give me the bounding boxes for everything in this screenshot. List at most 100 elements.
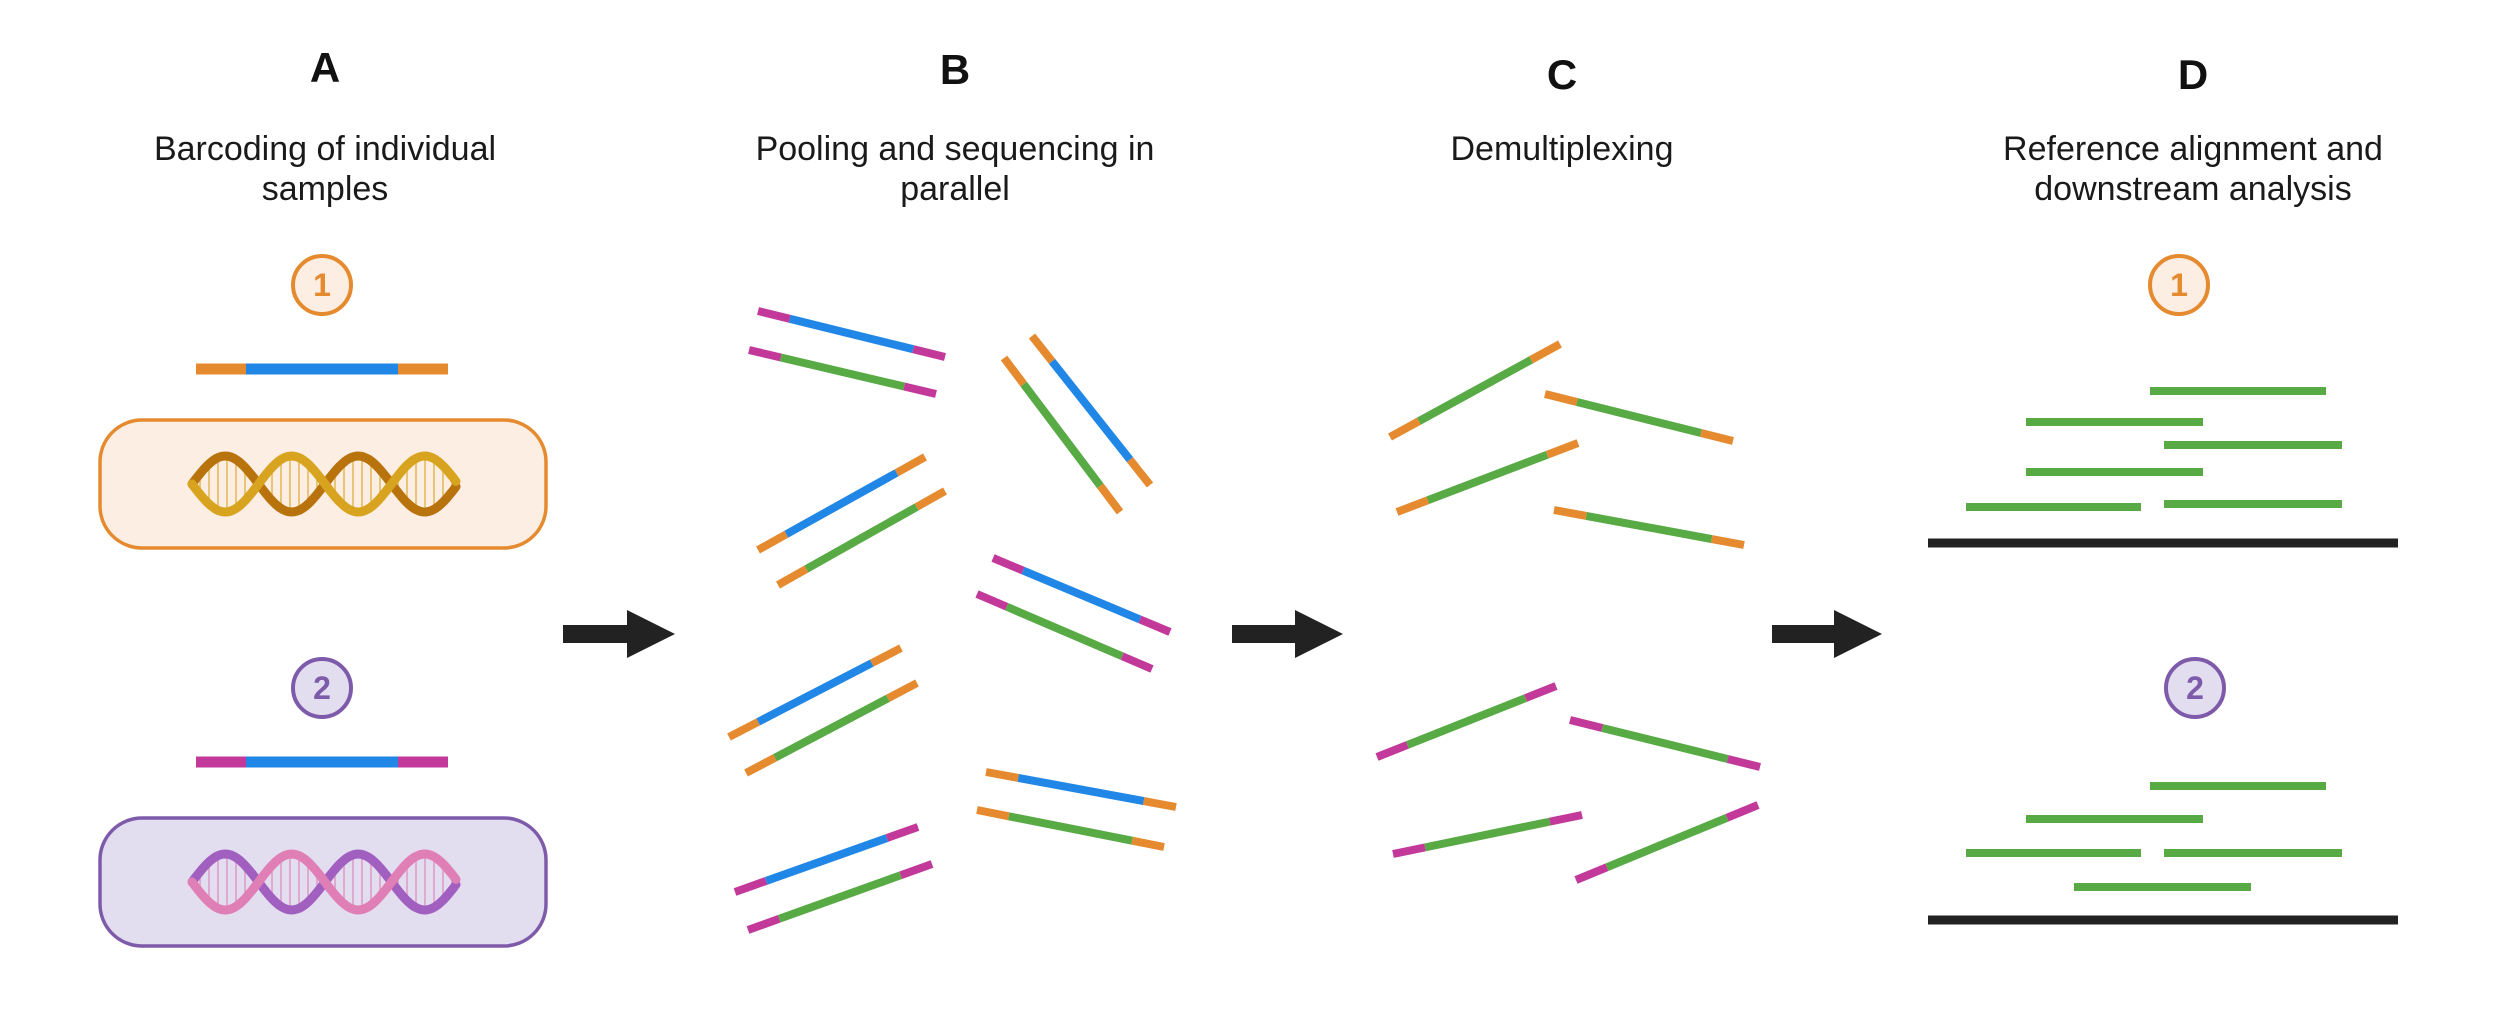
barcode-segment <box>899 860 934 879</box>
barcode-segment <box>1553 506 1588 520</box>
insert-segment <box>777 871 903 923</box>
barcode-segment <box>912 345 946 361</box>
sequence-read <box>756 453 927 554</box>
badge-circle <box>2164 657 2226 719</box>
insert-segment <box>784 469 899 538</box>
barcode-segment <box>776 565 809 589</box>
barcode-segment <box>1395 496 1430 516</box>
insert-segment <box>779 353 906 391</box>
sequence-read <box>757 307 946 361</box>
dna-helix-icon <box>187 849 461 915</box>
panel-caption-line: Barcoding of individual <box>154 130 496 168</box>
sample-number: 2 <box>2186 670 2204 706</box>
insert-segment <box>1005 603 1124 660</box>
barcode-segment <box>727 718 761 741</box>
right-arrow-icon <box>563 610 675 658</box>
alignment-group-1 <box>1928 387 2398 548</box>
alignment-group-2 <box>1928 782 2398 925</box>
barcode-segment <box>1569 716 1604 732</box>
panel-caption-line: Reference alignment and <box>2003 130 2383 168</box>
insert-segment <box>1601 724 1729 763</box>
insert-segment <box>1424 817 1551 852</box>
sample-number: 1 <box>313 267 331 303</box>
barcode-segment <box>1725 801 1760 822</box>
sequence-read <box>1574 801 1760 884</box>
sequence-read <box>1388 340 1562 441</box>
sample-number: 1 <box>2170 267 2188 303</box>
sequence-read <box>744 679 919 777</box>
barcode-segment <box>886 679 919 702</box>
barcode-segment <box>914 487 947 511</box>
barcode-segment <box>976 806 1010 821</box>
sequence-read <box>776 487 947 589</box>
panel-caption-line: samples <box>262 170 389 208</box>
barcode-segment <box>1388 417 1421 441</box>
barcode-segment <box>748 346 782 362</box>
panel-c-demultiplexed-reads <box>1375 340 1761 884</box>
sequence-read <box>1395 439 1580 516</box>
sample-2-badge: 2 <box>291 657 353 719</box>
helix-strand <box>187 451 461 517</box>
insert-segment <box>1017 774 1145 805</box>
barcode-segment <box>869 644 903 667</box>
process-arrows <box>563 610 1882 658</box>
barcode-segment <box>1529 340 1562 364</box>
sequence-read <box>1392 811 1583 858</box>
insert-segment <box>773 694 890 762</box>
panel-caption-line: Pooling and sequencing in <box>756 130 1155 168</box>
panel-caption-line: downstream analysis <box>2034 170 2351 208</box>
sequence-read <box>748 346 937 398</box>
barcode-segment <box>1726 755 1761 771</box>
sequence-read <box>1569 716 1761 771</box>
dna-helix-icon <box>187 451 461 517</box>
sequence-read <box>985 768 1177 811</box>
badge-circle <box>291 657 353 719</box>
barcode-segment <box>756 530 789 554</box>
insert-segment <box>788 314 915 354</box>
sample-number: 2 <box>313 670 331 706</box>
sample-2-badge: 2 <box>2164 657 2226 719</box>
barcode-segment <box>1028 333 1056 364</box>
sequence-read <box>1028 333 1154 488</box>
insert-segment <box>1426 450 1549 505</box>
insert-segment <box>1020 381 1104 489</box>
barcode-segment <box>975 590 1009 611</box>
sequence-read <box>727 644 903 741</box>
sample-1-badge: 1 <box>2148 254 2210 316</box>
barcode-segment <box>746 915 781 934</box>
right-arrow-icon <box>1772 610 1882 658</box>
barcode-segment <box>1000 355 1027 387</box>
insert-segment <box>756 659 874 726</box>
barcode-segment <box>885 823 920 842</box>
sequence-read <box>1375 682 1558 761</box>
barcode-segment <box>1574 863 1609 884</box>
barcode-segment <box>1131 836 1165 851</box>
barcode-segment <box>903 382 937 398</box>
sample-1-container <box>98 418 548 550</box>
panel-caption-line: parallel <box>900 170 1010 208</box>
panel-caption-line: Demultiplexing <box>1451 130 1674 168</box>
barcode-segment <box>1142 797 1177 811</box>
sample-1-badge: 1 <box>291 254 353 316</box>
barcode-segment <box>744 754 777 777</box>
badge-circle <box>291 254 353 316</box>
insert-segment <box>1021 566 1142 624</box>
sequence-read <box>1544 390 1734 445</box>
sequence-read <box>746 860 934 934</box>
barcode-segment <box>1700 429 1734 445</box>
barcode-segment <box>1138 615 1172 636</box>
insert-segment <box>1605 814 1729 871</box>
sequence-read <box>1000 355 1124 515</box>
panel-a-barcoding: 12 <box>98 254 548 948</box>
panel-letter-b: B <box>940 46 970 93</box>
barcode-segment <box>757 307 791 323</box>
barcode-segment <box>1524 682 1558 702</box>
insert-segment <box>1008 812 1133 845</box>
barcode-segment <box>1392 843 1426 858</box>
insert-segment <box>1585 512 1713 543</box>
right-arrow-icon <box>1232 610 1343 658</box>
panel-d-alignment: 12 <box>1928 254 2398 925</box>
barcode-segment <box>1097 483 1124 515</box>
barcode-segment <box>985 768 1020 782</box>
